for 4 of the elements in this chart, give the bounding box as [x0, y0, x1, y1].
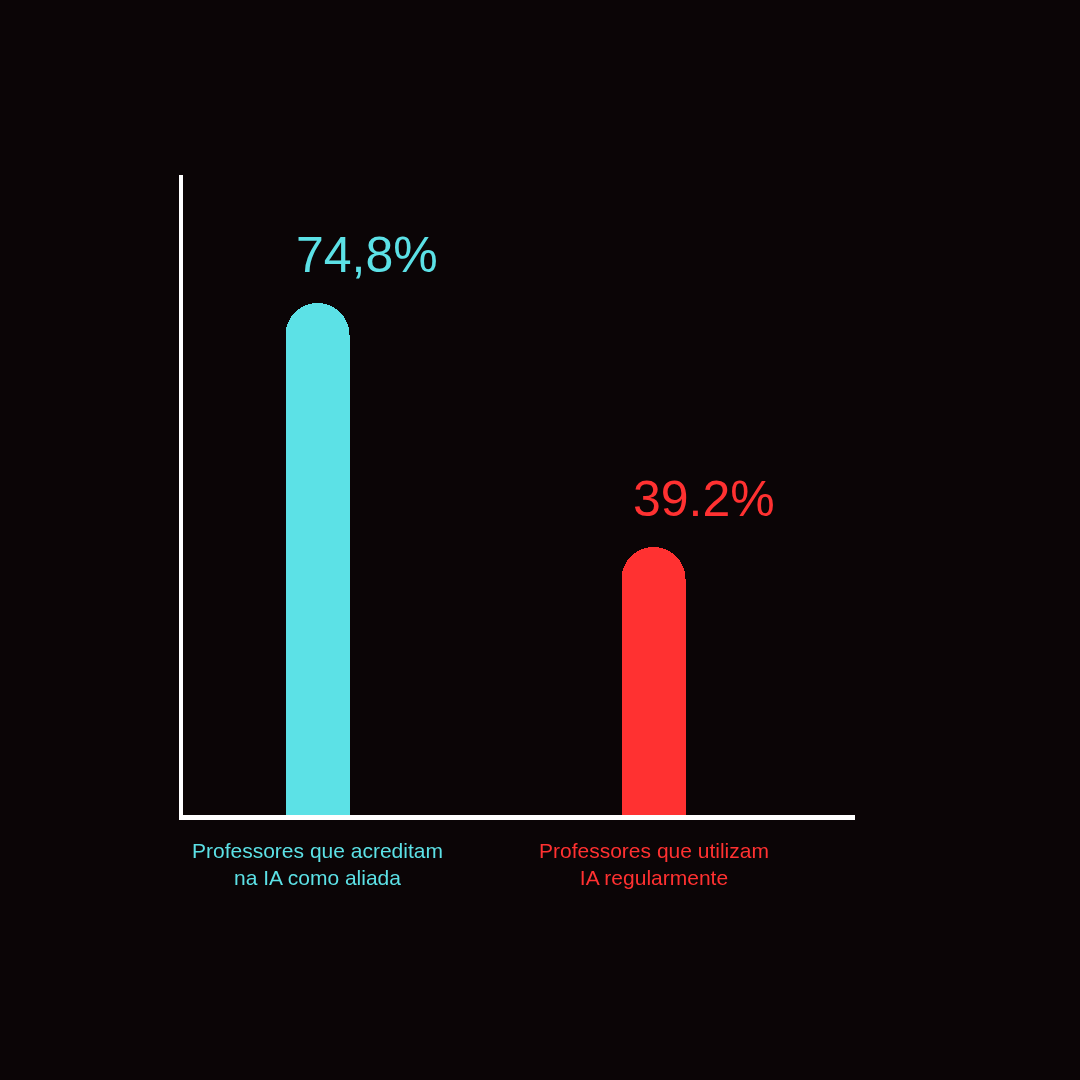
- data-label: 39.2%: [633, 471, 775, 527]
- data-label: 74,8%: [296, 227, 438, 283]
- x-tick-label: Professores que utilizam IA regularmente: [539, 839, 769, 890]
- x-tick-label: Professores que acreditam na IA como aliada: [192, 839, 443, 890]
